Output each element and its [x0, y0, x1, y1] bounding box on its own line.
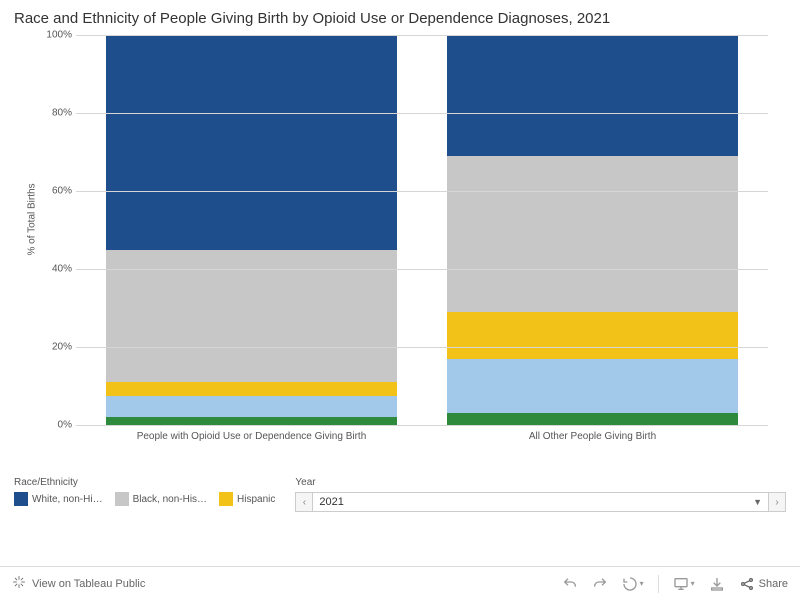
y-tick: 60% — [38, 186, 72, 197]
bar-segment-other_green — [447, 413, 738, 425]
divider — [658, 575, 659, 593]
bar-column: People with Opioid Use or Dependence Giv… — [106, 35, 397, 425]
bar-segment-hispanic — [447, 312, 738, 359]
legend-label: White, non-Hi… — [32, 494, 103, 505]
gridline — [76, 425, 768, 426]
year-next-button[interactable]: › — [768, 492, 786, 512]
bar-segment-lightblue — [106, 396, 397, 417]
legend-item-hispanic[interactable]: Hispanic — [219, 492, 275, 506]
footer: View on Tableau Public Share — [0, 566, 800, 600]
reset-button[interactable] — [622, 576, 644, 592]
bar-segment-hispanic — [106, 382, 397, 396]
y-tick: 20% — [38, 342, 72, 353]
footer-tools: Share — [562, 575, 788, 593]
legend-label: Hispanic — [237, 494, 275, 505]
gridline — [76, 35, 768, 36]
year-value: 2021 — [319, 496, 343, 508]
download-button[interactable] — [709, 576, 725, 592]
bar-segment-other_green — [106, 417, 397, 425]
bar-segment-white — [447, 35, 738, 156]
year-prev-button[interactable]: ‹ — [295, 492, 313, 512]
chevron-down-icon: ▼ — [753, 497, 762, 507]
year-label: Year — [295, 477, 786, 488]
chart: People with Opioid Use or Dependence Giv… — [76, 35, 768, 425]
undo-button[interactable] — [562, 576, 578, 592]
legend-title: Race/Ethnicity — [14, 477, 275, 488]
y-tick: 100% — [38, 30, 72, 41]
y-tick: 40% — [38, 264, 72, 275]
legend-swatch — [115, 492, 129, 506]
chart-area: % of Total Births People with Opioid Use… — [0, 35, 800, 465]
legend-item-white[interactable]: White, non-Hi… — [14, 492, 103, 506]
year-control: ‹ 2021 ▼ › — [295, 492, 786, 512]
legend-item-black[interactable]: Black, non-His… — [115, 492, 207, 506]
legend-items: White, non-Hi… Black, non-His… Hispanic — [14, 492, 275, 506]
legend-swatch — [14, 492, 28, 506]
year-block: Year ‹ 2021 ▼ › — [295, 477, 786, 512]
view-on-tableau-label: View on Tableau Public — [32, 578, 145, 590]
bar-segment-lightblue — [447, 359, 738, 414]
share-label: Share — [759, 578, 788, 590]
present-button[interactable] — [673, 576, 695, 592]
bars-container: People with Opioid Use or Dependence Giv… — [76, 35, 768, 425]
tableau-logo-icon — [12, 575, 26, 592]
gridline — [76, 113, 768, 114]
bar-segment-white — [106, 35, 397, 250]
legend-block: Race/Ethnicity White, non-Hi… Black, non-… — [14, 477, 275, 506]
legend-swatch — [219, 492, 233, 506]
view-on-tableau-link[interactable]: View on Tableau Public — [12, 575, 145, 592]
controls-row: Race/Ethnicity White, non-Hi… Black, non-… — [0, 465, 800, 520]
y-axis-label: % of Total Births — [27, 183, 38, 255]
y-tick: 0% — [38, 420, 72, 431]
legend-label: Black, non-His… — [133, 494, 207, 505]
page-title: Race and Ethnicity of People Giving Birt… — [0, 0, 800, 35]
bar-segment-black — [447, 156, 738, 312]
share-button[interactable]: Share — [739, 576, 788, 592]
bar-column: All Other People Giving Birth — [447, 35, 738, 425]
redo-button[interactable] — [592, 576, 608, 592]
gridline — [76, 347, 768, 348]
gridline — [76, 191, 768, 192]
year-select[interactable]: 2021 ▼ — [313, 492, 768, 512]
x-category-label: People with Opioid Use or Dependence Giv… — [106, 425, 397, 442]
x-category-label: All Other People Giving Birth — [447, 425, 738, 442]
gridline — [76, 269, 768, 270]
y-tick: 80% — [38, 108, 72, 119]
